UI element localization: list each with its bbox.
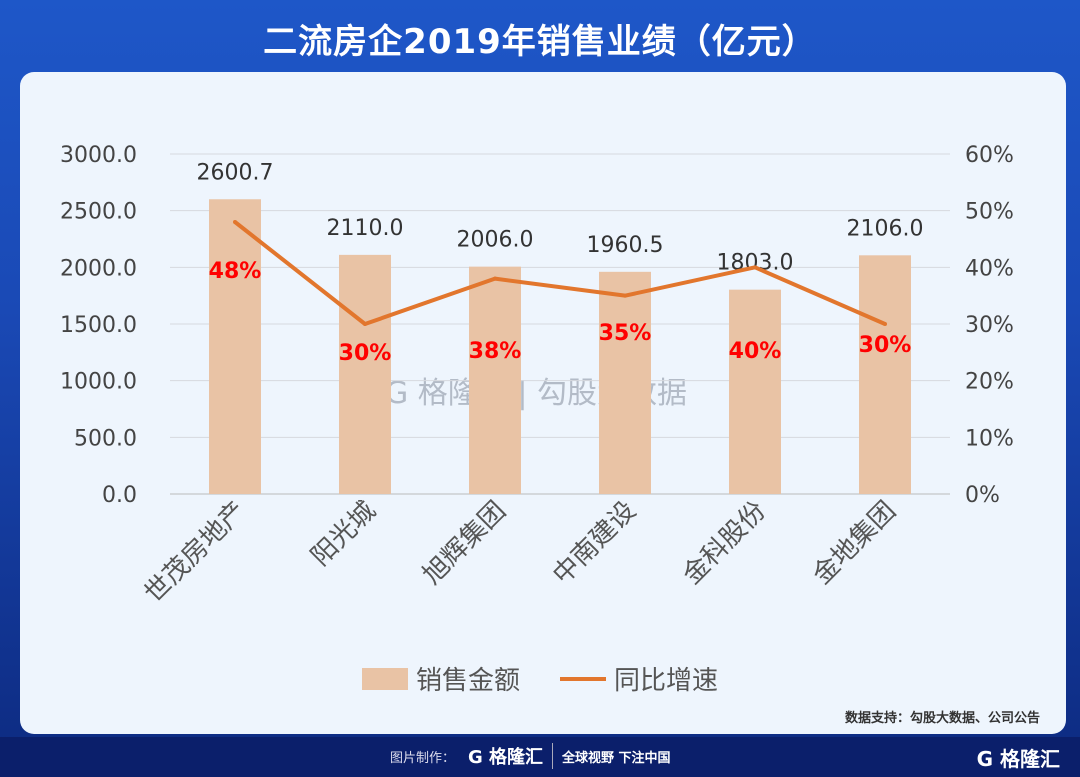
left-tick-label: 1000.0 — [60, 370, 137, 395]
source-note: 数据支持：勾股大数据、公司公告 — [844, 711, 1040, 726]
bar-value-label: 2600.7 — [197, 160, 274, 185]
growth-label: 30% — [339, 341, 392, 366]
bar-value-label: 2006.0 — [457, 228, 534, 253]
growth-label: 30% — [859, 333, 912, 358]
category-label: 金地集团 — [807, 496, 902, 591]
bar-value-label: 2110.0 — [327, 216, 404, 241]
bar — [729, 289, 781, 494]
category-label: 阳光城 — [306, 496, 382, 572]
footer: 图片制作： G 格隆汇 全球视野 下注中国 G 格隆汇 — [0, 737, 1080, 777]
bar — [859, 255, 911, 494]
category-label: 中南建设 — [547, 496, 642, 591]
growth-label: 38% — [469, 339, 522, 364]
line-point — [753, 265, 757, 270]
bar — [469, 266, 521, 494]
legend-bar-swatch — [362, 668, 408, 690]
line-point — [623, 293, 627, 298]
category-label: 旭辉集团 — [417, 496, 512, 591]
growth-label: 48% — [209, 259, 262, 284]
line-point — [363, 322, 367, 326]
left-tick-label: 500.0 — [74, 426, 137, 451]
growth-label: 40% — [729, 339, 782, 364]
footer-corner-logo: G 格隆汇 — [976, 747, 1060, 771]
chart-title: 二流房企2019年销售业绩（亿元） — [263, 22, 817, 62]
right-tick-label: 40% — [965, 256, 1014, 281]
legend-line-label: 同比增速 — [614, 666, 718, 696]
right-tick-label: 60% — [965, 143, 1014, 168]
line-point — [883, 322, 887, 326]
left-tick-label: 3000.0 — [60, 143, 137, 168]
bar-value-label: 2106.0 — [847, 216, 924, 241]
left-tick-label: 1500.0 — [60, 313, 137, 338]
bar-value-label: 1960.5 — [587, 233, 664, 258]
footer-made-by: 图片制作： — [390, 751, 456, 766]
bar — [599, 271, 651, 494]
left-tick-label: 2000.0 — [60, 256, 137, 281]
bar — [339, 254, 391, 494]
line-point — [493, 276, 497, 281]
footer-logo: G 格隆汇 — [468, 747, 544, 768]
category-label: 世茂房地产 — [139, 496, 252, 609]
right-tick-label: 10% — [965, 426, 1014, 451]
growth-line — [233, 220, 886, 326]
line-point — [233, 220, 237, 224]
footer-slogan: 全球视野 下注中国 — [562, 751, 671, 766]
left-tick-label: 2500.0 — [60, 200, 137, 225]
right-tick-label: 0% — [965, 483, 1000, 508]
footer-divider — [552, 743, 553, 769]
category-label: 金科股份 — [677, 496, 772, 591]
growth-label: 35% — [599, 321, 652, 346]
right-tick-label: 50% — [965, 200, 1014, 225]
bar — [209, 199, 261, 494]
left-tick-label: 0.0 — [102, 483, 137, 508]
legend-bar-label: 销售金额 — [416, 666, 520, 696]
right-tick-label: 30% — [965, 313, 1014, 338]
right-tick-label: 20% — [965, 370, 1014, 395]
